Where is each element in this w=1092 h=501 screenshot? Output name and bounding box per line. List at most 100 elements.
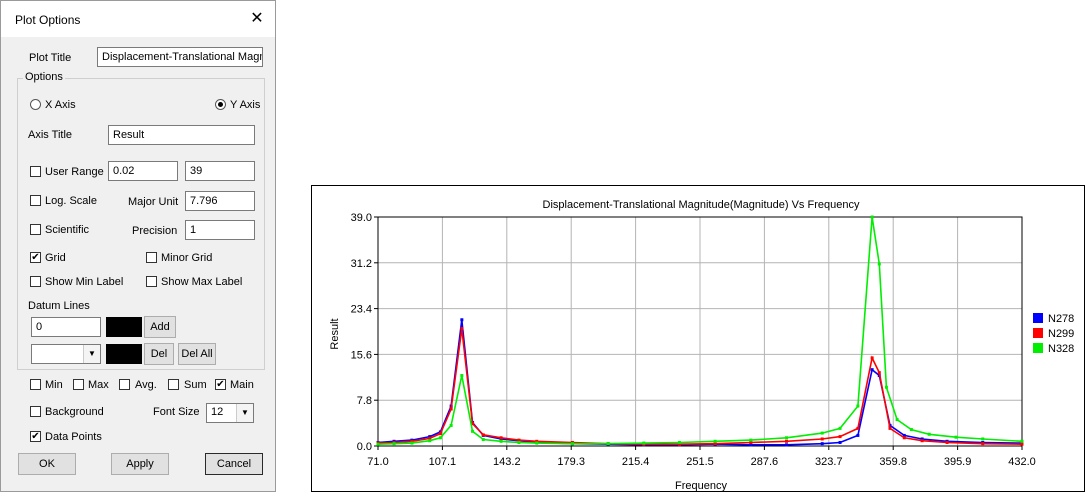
data-point	[517, 440, 521, 444]
data-point	[785, 439, 789, 443]
min-label: Min	[45, 379, 63, 391]
data-point	[606, 442, 610, 446]
datum-color-swatch[interactable]	[106, 317, 142, 337]
datum-lines-label: Datum Lines	[28, 300, 90, 312]
series-lines	[376, 215, 1024, 447]
y-tick-label: 7.8	[357, 395, 372, 407]
x-tick-label: 287.6	[751, 456, 779, 468]
data-point	[838, 426, 842, 430]
legend-entry: N328	[1048, 343, 1074, 355]
major-unit-label: Major Unit	[128, 196, 179, 208]
data-point	[428, 435, 432, 439]
data-point	[438, 432, 442, 436]
user-range-checkbox[interactable]	[30, 166, 41, 177]
datum-line-select[interactable]: ▼	[31, 344, 101, 364]
main-checkbox[interactable]: ✔	[215, 379, 226, 390]
grid-checkbox[interactable]: ✔	[30, 252, 41, 263]
chart-grid	[377, 216, 1023, 447]
data-point	[392, 442, 396, 446]
data-point	[517, 438, 521, 442]
data-point	[481, 433, 485, 437]
font-size-select[interactable]: 12 ▼	[206, 403, 254, 423]
data-point	[428, 436, 432, 440]
y-axis-radio[interactable]	[215, 99, 226, 110]
data-point	[870, 215, 874, 219]
background-checkbox[interactable]	[30, 406, 41, 417]
delete-datum-button[interactable]: Del	[144, 343, 174, 365]
y-tick-label: 23.4	[351, 304, 372, 316]
x-tick-label: 432.0	[1008, 456, 1036, 468]
y-tick-label: 31.2	[351, 258, 372, 270]
data-point	[877, 262, 881, 266]
data-point	[838, 435, 842, 439]
data-point	[856, 433, 860, 437]
x-tick-label: 251.5	[686, 456, 714, 468]
chevron-down-icon: ▼	[236, 404, 253, 422]
data-points-checkbox[interactable]: ✔	[30, 431, 41, 442]
min-checkbox[interactable]	[30, 379, 41, 390]
data-point	[820, 431, 824, 435]
sum-checkbox[interactable]	[168, 379, 179, 390]
show-min-label-text: Show Min Label	[45, 276, 124, 288]
data-point	[888, 426, 892, 430]
data-point	[535, 439, 539, 443]
data-point	[1020, 442, 1024, 446]
data-point	[945, 440, 949, 444]
chevron-down-icon: ▼	[83, 345, 100, 363]
add-datum-button[interactable]: Add	[144, 316, 176, 338]
axis-title-input[interactable]: Result	[108, 125, 255, 145]
range-min-input[interactable]: 0.02	[108, 161, 178, 181]
cancel-button[interactable]: Cancel	[205, 453, 263, 475]
data-point	[499, 439, 503, 443]
log-scale-label: Log. Scale	[45, 195, 97, 207]
precision-input[interactable]: 1	[185, 220, 255, 240]
major-unit-input[interactable]: 7.796	[185, 191, 255, 211]
show-max-label-checkbox[interactable]	[146, 276, 157, 287]
data-point	[460, 327, 464, 331]
legend-entry: N278	[1048, 313, 1074, 325]
data-point	[481, 438, 485, 442]
datum-value-input[interactable]: 0	[31, 317, 101, 337]
x-tick-label: 359.8	[879, 456, 907, 468]
minor-grid-label: Minor Grid	[161, 252, 213, 264]
y-axis-label: Y Axis	[230, 99, 261, 111]
datum-line-color-swatch[interactable]	[106, 344, 142, 364]
data-point	[877, 371, 881, 375]
max-checkbox[interactable]	[73, 379, 84, 390]
sum-label: Sum	[184, 379, 207, 391]
user-range-label: User Range	[45, 166, 104, 178]
show-min-label-checkbox[interactable]	[30, 276, 41, 287]
plot-title-input[interactable]: Displacement-Translational Magni	[97, 47, 263, 67]
data-point	[677, 442, 681, 446]
scientific-checkbox[interactable]	[30, 224, 41, 235]
data-points-label: Data Points	[45, 431, 102, 443]
data-point	[902, 436, 906, 440]
delete-all-datum-button[interactable]: Del All	[178, 343, 216, 365]
show-max-label-text: Show Max Label	[161, 276, 243, 288]
options-group	[17, 78, 265, 370]
data-point	[785, 436, 789, 440]
minor-grid-checkbox[interactable]	[146, 252, 157, 263]
data-point	[870, 368, 874, 372]
x-tick-label: 179.3	[557, 456, 585, 468]
data-point	[920, 439, 924, 443]
chart-svg: Displacement-Translational Magnitude(Mag…	[329, 199, 1074, 492]
data-point	[677, 440, 681, 444]
apply-button[interactable]: Apply	[111, 453, 169, 475]
chart-title: Displacement-Translational Magnitude(Mag…	[543, 199, 860, 211]
range-max-input[interactable]: 39	[185, 161, 255, 181]
log-scale-checkbox[interactable]	[30, 195, 41, 206]
x-tick-label: 395.9	[944, 456, 972, 468]
data-point	[428, 439, 432, 443]
data-point	[856, 404, 860, 408]
data-point	[820, 437, 824, 441]
x-axis-radio[interactable]	[30, 99, 41, 110]
close-icon[interactable]: ✕	[250, 10, 264, 27]
axis-title-label: Axis Title	[28, 129, 73, 141]
ok-button[interactable]: OK	[18, 453, 76, 475]
data-point	[954, 435, 958, 439]
avg-checkbox[interactable]	[119, 379, 130, 390]
data-point	[499, 436, 503, 440]
data-point	[749, 438, 753, 442]
data-point	[920, 437, 924, 441]
